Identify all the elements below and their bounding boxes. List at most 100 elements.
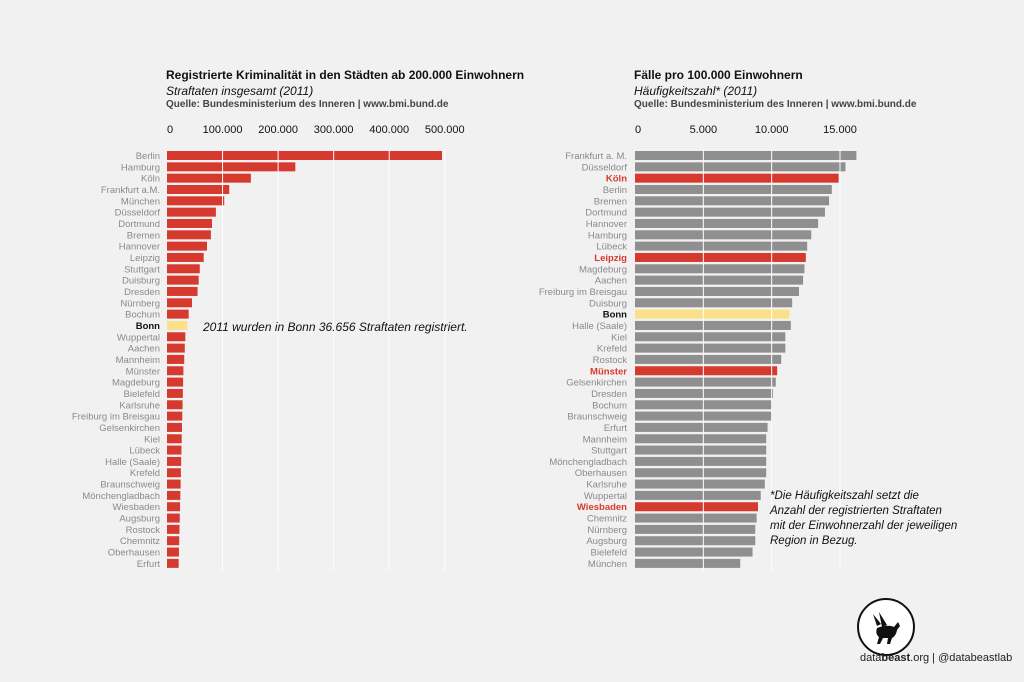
chart2-bar [635, 536, 756, 546]
chart2-category-label: Nürnberg [587, 525, 627, 536]
chart1-bar [167, 502, 181, 512]
chart1-title: Registrierte Kriminalität in den Städten… [166, 68, 525, 82]
chart1-tick-label: 100.000 [203, 124, 243, 136]
chart2-source: Quelle: Bundesministerium des Inneren | … [634, 99, 917, 110]
chart2-category-label: Hannover [586, 219, 627, 230]
chart1-category-label: Duisburg [122, 276, 160, 287]
chart2-bar [635, 252, 806, 262]
chart2-bar [635, 151, 857, 160]
chart1-tick-label: 300.000 [314, 124, 354, 136]
chart1-category-label: Frankfurt a.M. [101, 185, 160, 196]
chart2-bar [635, 490, 761, 500]
chart1-category-label: Augsburg [119, 514, 160, 525]
chart1-category-label: Münster [126, 366, 160, 377]
chart1-category-label: Aachen [128, 344, 160, 355]
chart1-bar [167, 445, 182, 455]
chart1-bar [167, 490, 181, 500]
chart1-tick-label: 400.000 [369, 124, 409, 136]
chart1-bar [167, 264, 200, 274]
chart1-tick-label: 200.000 [258, 124, 298, 136]
chart2-category-label: Oberhausen [575, 468, 627, 479]
chart2-bar [635, 332, 786, 342]
chart2-category-label: Rostock [593, 355, 628, 366]
chart1-bar [167, 388, 183, 398]
chart2-bar [635, 434, 767, 444]
chart1-category-label: Gelsenkirchen [99, 423, 160, 434]
chart2-category-label: Freiburg im Breisgau [539, 287, 627, 298]
footer-credit: databeast.org | @databeastlab [860, 652, 1012, 664]
chart1-bar [167, 173, 251, 183]
chart2-category-label: Frankfurt a. M. [565, 151, 627, 162]
chart2-bar [635, 388, 774, 398]
chart1-category-label: Köln [141, 174, 160, 185]
chart2-category-label: Erfurt [604, 423, 628, 434]
chart1-category-label: Bremen [127, 230, 160, 241]
chart1-bar [167, 434, 182, 444]
chart2-bar [635, 377, 776, 387]
chart1-category-label: Halle (Saale) [105, 457, 160, 468]
chart1-category-label: Hamburg [121, 162, 160, 173]
chart1-category-label: Düsseldorf [115, 208, 161, 219]
chart1-bar [167, 524, 180, 534]
chart2-category-label: Münster [590, 366, 627, 377]
chart1-category-label: Erfurt [137, 559, 161, 570]
chart2-category-label: Köln [606, 174, 627, 185]
chart2-bar [635, 468, 767, 478]
brand-pre: data [860, 652, 882, 664]
chart2-tick-label: 15.000 [823, 124, 857, 136]
chart1-category-label: Lübeck [129, 446, 160, 457]
chart1-category-label: Bochum [125, 310, 160, 321]
chart1-category-label: Karlsruhe [119, 400, 160, 411]
chart1-category-label: Wiesbaden [112, 502, 160, 513]
chart1-bar [167, 400, 183, 410]
chart2-category-label: Aachen [595, 276, 627, 287]
chart2-bar [635, 241, 808, 251]
chart1-bar [167, 196, 225, 206]
chart2-bar [635, 502, 758, 512]
chart1-bar [167, 468, 181, 478]
chart1-bar [167, 252, 204, 262]
chart2-bar [635, 173, 839, 183]
chart2-category-label: Bonn [603, 310, 627, 321]
chart1-category-label: Berlin [136, 151, 160, 162]
chart1-bar [167, 230, 211, 240]
chart1-category-label: Rostock [126, 525, 161, 536]
chart2-bar [635, 547, 753, 557]
chart1-bar [167, 162, 296, 172]
chart2-category-label: Hamburg [588, 230, 627, 241]
chart2-bar [635, 298, 793, 308]
chart1-category-label: München [121, 196, 160, 207]
chart1-bar [167, 547, 179, 557]
chart1-bar [167, 332, 186, 342]
chart1-category-label: Wuppertal [117, 332, 160, 343]
chart2-category-label: Düsseldorf [582, 162, 628, 173]
chart2-category-label: Dresden [591, 389, 627, 400]
chart1-bar [167, 558, 179, 568]
chart2-category-label: Karlsruhe [586, 480, 627, 491]
chart1-bar [167, 151, 442, 160]
chart1-category-label: Freiburg im Breisgau [72, 412, 160, 423]
chart1-bar [167, 286, 198, 296]
chart1-source: Quelle: Bundesministerium des Inneren | … [166, 99, 449, 110]
chart2-bar [635, 456, 767, 466]
chart2-category-label: Bochum [592, 400, 627, 411]
chart2-category-label: Krefeld [597, 344, 627, 355]
chart1-category-label: Bielefeld [124, 389, 160, 400]
chart1-category-label: Mannheim [116, 355, 160, 366]
chart2-bar [635, 218, 819, 228]
brand-bold: beast [881, 652, 911, 664]
chart2-category-label: Bremen [594, 196, 627, 207]
chart1-bar [167, 479, 181, 489]
chart2-bar [635, 286, 799, 296]
chart1-category-label: Krefeld [130, 468, 160, 479]
chart1-bar [167, 298, 192, 308]
chart1-bar [167, 366, 184, 376]
chart1-bar [167, 218, 212, 228]
chart2-category-label: Lübeck [596, 242, 627, 253]
chart2-bar [635, 320, 791, 330]
chart2-category-label: Duisburg [589, 298, 627, 309]
pegasus-icon [873, 612, 900, 644]
chart2-bar [635, 445, 767, 455]
chart2-bar [635, 513, 757, 523]
chart2-bar [635, 230, 812, 240]
